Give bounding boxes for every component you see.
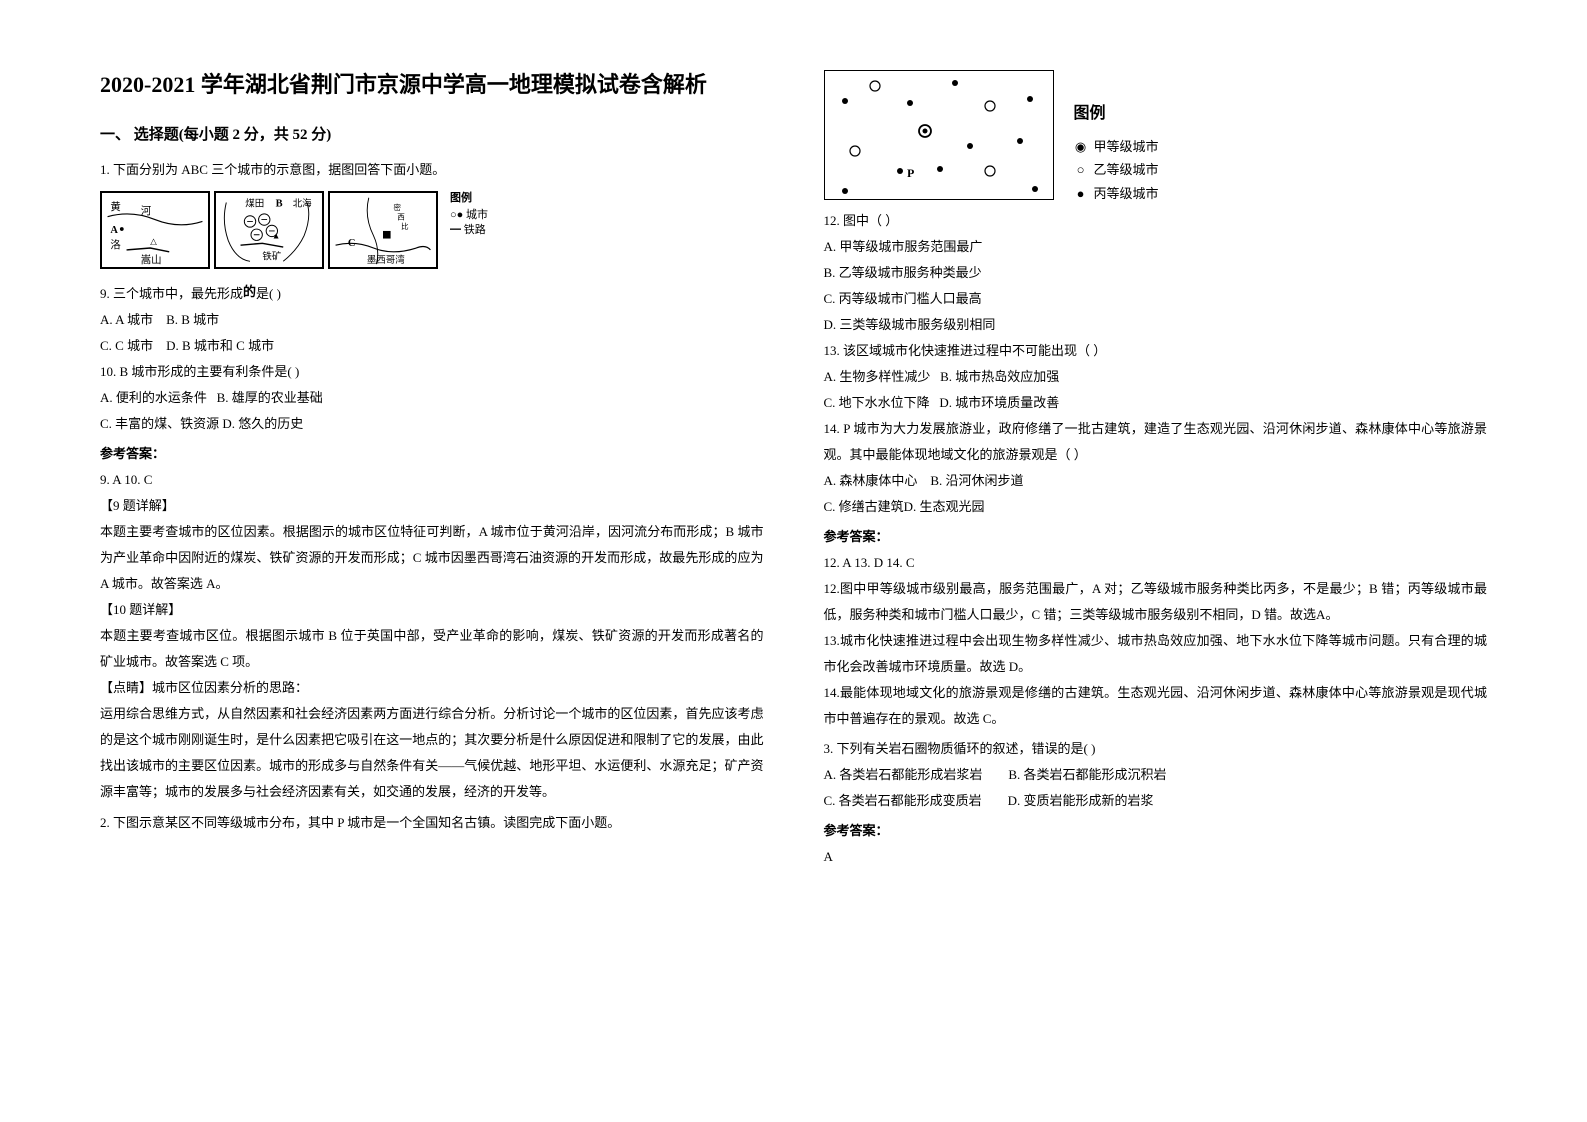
label-gulf: 墨西哥湾	[367, 254, 405, 266]
q14-a: A. 森林康体中心	[824, 473, 918, 488]
legend-city: ○● 城市	[450, 208, 488, 223]
city-map-legend: 图例 ◉甲等级城市 ○乙等级城市 ●丙等级城市	[1074, 100, 1159, 205]
legend-yi: ○乙等级城市	[1074, 158, 1159, 181]
q3-d: D. 变质岩能形成新的岩浆	[1008, 793, 1154, 808]
tip-label: 【点睛】城市区位因素分析的思路：	[100, 675, 764, 701]
section-1-header: 一、 选择题(每小题 2 分，共 52 分)	[100, 123, 764, 144]
label-he: 河	[141, 204, 152, 216]
q10-c: C. 丰富的煤、铁资源	[100, 416, 219, 431]
q10-b: B. 雄厚的农业基础	[217, 390, 323, 405]
q12-a: A. 甲等级城市服务范围最广	[824, 234, 1488, 260]
legend-rail: ━ 铁路	[450, 223, 488, 238]
label-coal: 煤田	[245, 197, 264, 209]
exp10-body: 本题主要考查城市区位。根据图示城市 B 位于英国中部，受产业革命的影响，煤炭、铁…	[100, 623, 764, 675]
exp10-label: 【10 题详解】	[100, 597, 764, 623]
svg-text:西: 西	[397, 212, 405, 221]
q9-de: 的	[243, 284, 256, 299]
exp13: 13.城市化快速推进过程中会出现生物多样性减少、城市热岛效应加强、地下水水位下降…	[824, 628, 1488, 680]
ans2-line: 12. A 13. D 14. C	[824, 550, 1488, 576]
q10-options-cd: C. 丰富的煤、铁资源 D. 悠久的历史	[100, 411, 764, 437]
q1-intro: 1. 下面分别为 ABC 三个城市的示意图，据图回答下面小题。	[100, 160, 764, 181]
legend-title: 图例	[450, 191, 488, 206]
q14-cd: C. 修缮古建筑D. 生态观光园	[824, 494, 1488, 520]
label-huang: 黄	[110, 200, 120, 213]
q14-d: D. 生态观光园	[904, 499, 985, 514]
q10-stem: 10. B 城市形成的主要有利条件是( )	[100, 359, 764, 385]
q12-stem: 12. 图中（ ）	[824, 208, 1488, 234]
ans1-line: 9. A 10. C	[100, 467, 764, 493]
legend-bing: ●丙等级城市	[1074, 182, 1159, 205]
ans1-label: 参考答案：	[100, 441, 764, 467]
svg-text:▲: ▲	[272, 230, 280, 240]
q3-b: B. 各类岩石都能形成沉积岩	[1008, 767, 1166, 782]
right-column: P 图例 ◉甲等级城市 ○乙等级城市 ●丙等级城市 12. 图中（ ） A. 甲…	[824, 70, 1488, 870]
q9-stem: 9. 三个城市中，最先形成的是( )	[100, 281, 764, 307]
label-iron: 铁矿	[262, 250, 281, 262]
label-northsea: 北海	[293, 197, 312, 209]
exam-title: 2020-2021 学年湖北省荆门市京源中学高一地理模拟试卷含解析	[100, 70, 764, 101]
q3-cd: C. 各类岩石都能形成变质岩 D. 变质岩能形成新的岩浆	[824, 788, 1488, 814]
q12-c: C. 丙等级城市门槛人口最高	[824, 286, 1488, 312]
abc-diagram: 黄 河 A 洛 △ 嵩山 煤田 B	[100, 191, 764, 269]
city-a-diagram: 黄 河 A 洛 △ 嵩山	[100, 191, 210, 269]
q14-b: B. 沿河休闲步道	[930, 473, 1023, 488]
city-hierarchy-map: P	[824, 70, 1054, 200]
q3-a: A. 各类岩石都能形成岩浆岩	[824, 767, 983, 782]
ans2-label: 参考答案：	[824, 524, 1488, 550]
q9-c: C. C 城市	[100, 338, 153, 353]
q9-stem-pre: 9. 三个城市中，最先形成	[100, 286, 243, 301]
q13-ab: A. 生物多样性减少 B. 城市热岛效应加强	[824, 364, 1488, 390]
q9-options-ab: A. A 城市 B. B 城市	[100, 307, 764, 333]
city-c-diagram: 密 西 比 C 墨西哥湾	[328, 191, 438, 269]
q9-d: D. B 城市和 C 城市	[166, 338, 274, 353]
svg-text:比: 比	[401, 221, 409, 231]
q12-d: D. 三类等级城市服务级别相同	[824, 312, 1488, 338]
q3-stem: 3. 下列有关岩石圈物质循环的叙述，错误的是( )	[824, 736, 1488, 762]
q13-a: A. 生物多样性减少	[824, 369, 931, 384]
q10-options-ab: A. 便利的水运条件 B. 雄厚的农业基础	[100, 385, 764, 411]
q14-c: C. 修缮古建筑	[824, 499, 904, 514]
q9-stem-post: 是( )	[256, 286, 281, 301]
abc-legend: 图例 ○● 城市 ━ 铁路	[450, 191, 488, 239]
left-column: 2020-2021 学年湖北省荆门市京源中学高一地理模拟试卷含解析 一、 选择题…	[100, 70, 764, 870]
exp12: 12.图中甲等级城市级别最高，服务范围最广，A 对；乙等级城市服务种类比丙多，不…	[824, 576, 1488, 628]
q14-ab: A. 森林康体中心 B. 沿河休闲步道	[824, 468, 1488, 494]
q9-b: B. B 城市	[166, 312, 219, 327]
q13-d: D. 城市环境质量改善	[939, 395, 1059, 410]
q10-d: D. 悠久的历史	[222, 416, 303, 431]
q13-b: B. 城市热岛效应加强	[940, 369, 1059, 384]
exp14: 14.最能体现地域文化的旅游景观是修缮的古建筑。生态观光园、沿河休闲步道、森林康…	[824, 680, 1488, 732]
tip-body: 运用综合思维方式，从自然因素和社会经济因素两方面进行综合分析。分析讨论一个城市的…	[100, 701, 764, 805]
q13-cd: C. 地下水水位下降 D. 城市环境质量改善	[824, 390, 1488, 416]
label-songshan: 嵩山	[141, 254, 162, 266]
q10-a: A. 便利的水运条件	[100, 390, 207, 405]
label-luo: 洛	[110, 238, 121, 251]
exp9-body: 本题主要考查城市的区位因素。根据图示的城市区位特征可判断，A 城市位于黄河沿岸，…	[100, 519, 764, 597]
q9-a: A. A 城市	[100, 312, 153, 327]
q3-ab: A. 各类岩石都能形成岩浆岩 B. 各类岩石都能形成沉积岩	[824, 762, 1488, 788]
label-A: A	[110, 224, 118, 235]
label-C: C	[348, 238, 356, 249]
legend-jia: ◉甲等级城市	[1074, 135, 1159, 158]
svg-text:△: △	[150, 236, 157, 246]
q12-b: B. 乙等级城市服务种类最少	[824, 260, 1488, 286]
city-b-diagram: 煤田 B 北海 ▲ 铁矿	[214, 191, 324, 269]
q14-stem: 14. P 城市为大力发展旅游业，政府修缮了一批古建筑，建造了生态观光园、沿河休…	[824, 416, 1488, 468]
q9-options-cd: C. C 城市 D. B 城市和 C 城市	[100, 333, 764, 359]
label-B: B	[276, 198, 283, 209]
q3-c: C. 各类岩石都能形成变质岩	[824, 793, 982, 808]
q3-ans: A	[824, 844, 1488, 870]
label-ms: 密	[393, 202, 401, 212]
exam-page: 2020-2021 学年湖北省荆门市京源中学高一地理模拟试卷含解析 一、 选择题…	[100, 70, 1487, 870]
map-legend-title: 图例	[1074, 100, 1159, 129]
exp9-label: 【9 题详解】	[100, 493, 764, 519]
p-label: P	[907, 166, 914, 180]
q13-c: C. 地下水水位下降	[824, 395, 930, 410]
q3-ans-label: 参考答案：	[824, 818, 1488, 844]
q13-stem: 13. 该区域城市化快速推进过程中不可能出现（ ）	[824, 338, 1488, 364]
city-map-wrapper: P 图例 ◉甲等级城市 ○乙等级城市 ●丙等级城市	[824, 70, 1488, 200]
q2-intro: 2. 下图示意某区不同等级城市分布，其中 P 城市是一个全国知名古镇。读图完成下…	[100, 813, 764, 834]
